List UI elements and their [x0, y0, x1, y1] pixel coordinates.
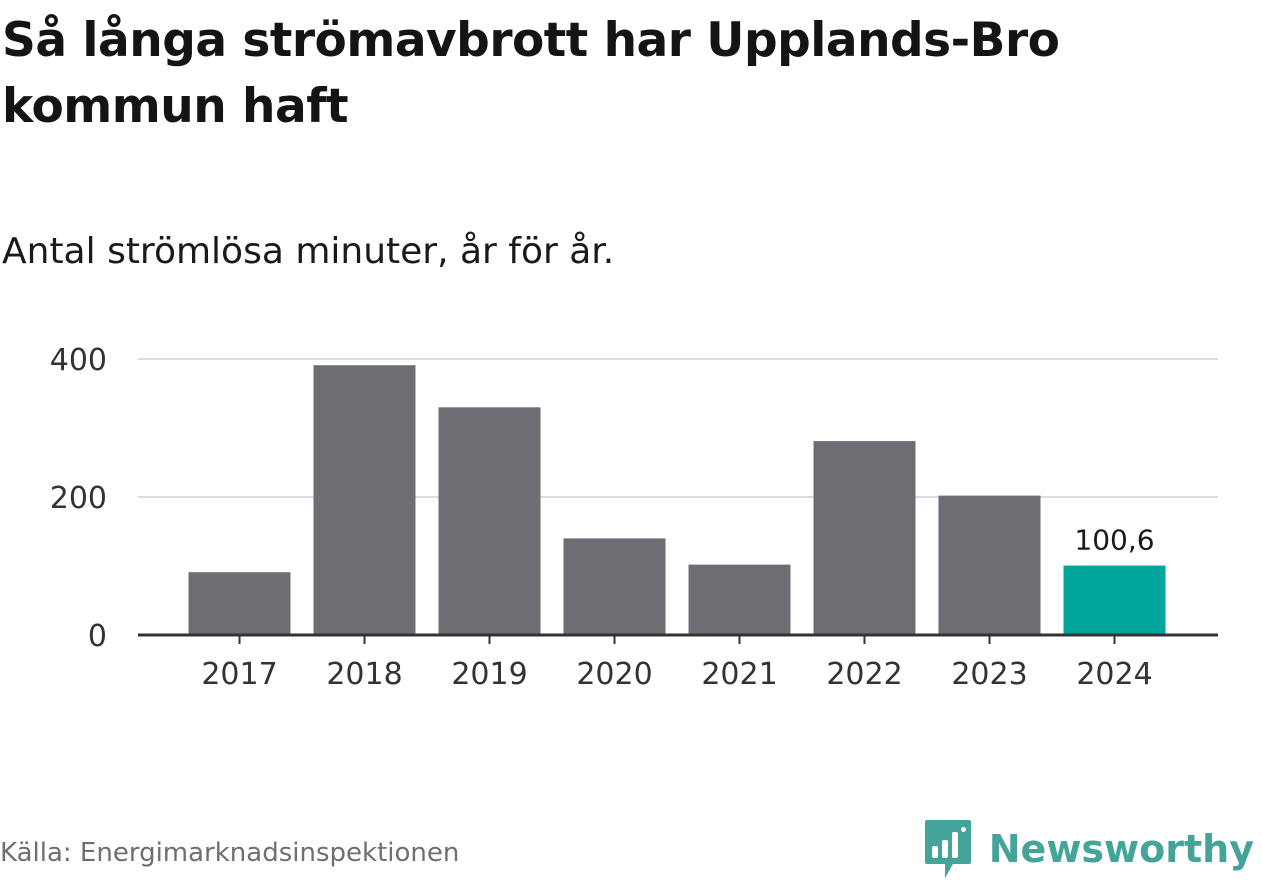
- x-tick-label-2017: 2017: [201, 657, 277, 692]
- chart-title: Så långa strömavbrott har Upplands-Bro k…: [2, 13, 1060, 134]
- bar-chart: 0 200 400 2017 2018 2019 2020 2021 2022 2023 2024 1…: [50, 343, 1218, 692]
- x-tick-label-2019: 2019: [451, 657, 527, 692]
- bar-2018: [313, 365, 416, 635]
- data-label-2024: 100,6: [1074, 524, 1154, 557]
- x-tick-label-2022: 2022: [826, 657, 902, 692]
- x-tick-label-2020: 2020: [576, 657, 652, 692]
- x-tick-label-2023: 2023: [951, 657, 1027, 692]
- y-tick-label: 200: [50, 481, 107, 516]
- bar-2024: [1063, 565, 1166, 635]
- y-tick-label: 400: [50, 343, 107, 378]
- brand-name: Newsworthy: [988, 827, 1254, 871]
- bars: [188, 365, 1166, 635]
- y-tick-label: 0: [88, 619, 107, 654]
- bar-2021: [688, 564, 791, 635]
- bar-2022: [813, 441, 916, 635]
- brand-logo: Newsworthy: [923, 818, 1254, 880]
- x-tick-label-2024: 2024: [1076, 657, 1152, 692]
- newsworthy-logo-icon: [924, 820, 971, 878]
- bar-2017: [188, 572, 291, 635]
- x-tick-label-2021: 2021: [701, 657, 777, 692]
- labels: 0 200 400 2017 2018 2019 2020 2021 2022 2023 2024 1…: [50, 343, 1155, 692]
- x-axis: [138, 633, 1218, 644]
- bar-2023: [938, 495, 1041, 635]
- x-tick-label-2018: 2018: [326, 657, 402, 692]
- chart-subtitle: Antal strömlösa minuter, år för år.: [2, 231, 615, 272]
- grid-lines: [138, 358, 1218, 498]
- bar-2019: [438, 407, 541, 635]
- source-note: Källa: Energimarknadsinspektionen: [0, 838, 460, 868]
- bar-2020: [563, 538, 666, 635]
